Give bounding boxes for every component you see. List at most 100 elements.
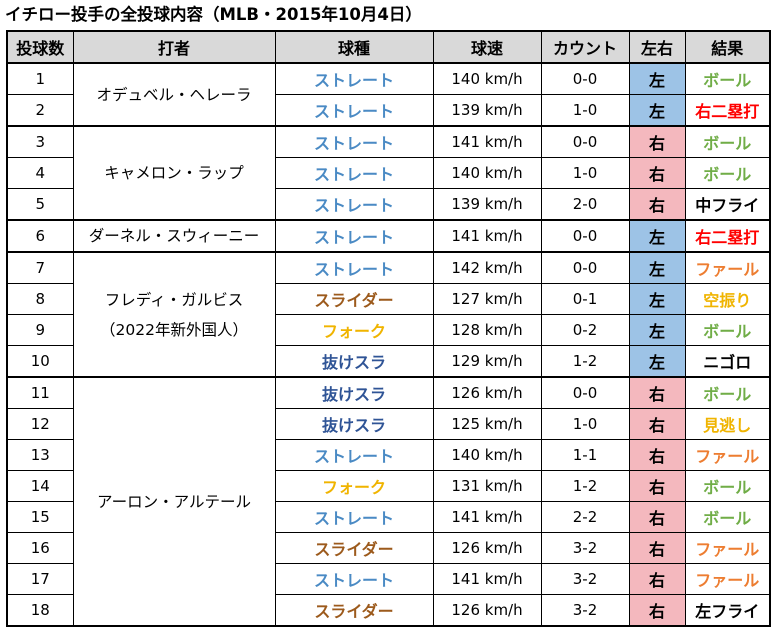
result-cell: ニゴロ xyxy=(684,345,771,378)
pitch-type-cell: フォーク xyxy=(274,470,434,502)
count-cell: 3-2 xyxy=(540,594,630,627)
count-cell: 0-0 xyxy=(540,125,630,158)
batter-hand-cell: 左 xyxy=(628,345,686,378)
pitch-number-cell: 4 xyxy=(6,157,74,189)
header-batter-hand: 左右 xyxy=(628,30,686,64)
table-header-row: 投球数 打者 球種 球速 カウント 左右 結果 xyxy=(6,30,771,64)
speed-cell: 141 km/h xyxy=(432,501,542,533)
batter-hand-cell: 右 xyxy=(628,563,686,595)
speed-cell: 139 km/h xyxy=(432,94,542,127)
batter-hand-cell: 右 xyxy=(628,470,686,502)
count-cell: 1-0 xyxy=(540,157,630,189)
count-cell: 2-0 xyxy=(540,188,630,221)
result-cell: ボール xyxy=(684,470,771,502)
batter-hand-cell: 右 xyxy=(628,125,686,158)
result-cell: ボール xyxy=(684,314,771,346)
batter-cell: オデュベル・ヘレーラ xyxy=(72,62,276,127)
count-cell: 1-2 xyxy=(540,345,630,378)
batter-hand-cell: 左 xyxy=(628,283,686,315)
batter-cell: ダーネル・スウィーニー xyxy=(72,219,276,253)
header-pitch-type: 球種 xyxy=(274,30,434,64)
pitch-number-cell: 13 xyxy=(6,439,74,471)
pitch-type-cell: ストレート xyxy=(274,188,434,221)
speed-cell: 141 km/h xyxy=(432,219,542,253)
speed-cell: 140 km/h xyxy=(432,157,542,189)
pitch-type-cell: ストレート xyxy=(274,563,434,595)
speed-cell: 139 km/h xyxy=(432,188,542,221)
count-cell: 0-0 xyxy=(540,376,630,409)
result-cell: 左フライ xyxy=(684,594,771,627)
batter-cell: アーロン・アルテール xyxy=(72,376,276,627)
pitch-number-cell: 6 xyxy=(6,219,74,253)
result-cell: ファール xyxy=(684,251,771,284)
pitch-type-cell: 抜けスラ xyxy=(274,408,434,440)
count-cell: 1-1 xyxy=(540,439,630,471)
result-cell: 中フライ xyxy=(684,188,771,221)
pitch-number-cell: 17 xyxy=(6,563,74,595)
batter-name-line: （2022年新外国人） xyxy=(100,320,248,339)
pitch-type-cell: ストレート xyxy=(274,62,434,95)
header-count: カウント xyxy=(540,30,630,64)
pitch-type-cell: ストレート xyxy=(274,439,434,471)
table-row: 10 抜けスラ 129 km/h 1-2 左ニゴロ xyxy=(6,345,771,378)
table-row: 16 スライダー 126 km/h 3-2 右ファール xyxy=(6,532,771,564)
pitch-type-cell: ストレート xyxy=(274,251,434,284)
speed-cell: 140 km/h xyxy=(432,62,542,95)
pitch-table-body: 1 オデュベル・ヘレーラ ストレート 140 km/h 0-0 左ボール 2 ストレート 139… xyxy=(6,62,771,627)
count-cell: 0-2 xyxy=(540,314,630,346)
table-row: 3 キャメロン・ラップ ストレート 141 km/h 0-0 右ボール xyxy=(6,125,771,221)
pitch-type-cell: スライダー xyxy=(274,283,434,315)
pitch-type-cell: フォーク xyxy=(274,314,434,346)
table-row: 2 ストレート 139 km/h 1-0 左右二塁打 xyxy=(6,94,771,127)
pitch-type-cell: ストレート xyxy=(274,219,434,253)
batter-hand-cell: 右 xyxy=(628,532,686,564)
speed-cell: 126 km/h xyxy=(432,376,542,409)
batter-hand-cell: 右 xyxy=(628,188,686,221)
batter-hand-cell: 右 xyxy=(628,594,686,627)
result-cell: 空振り xyxy=(684,283,771,315)
batter-name-line: オデュベル・ヘレーラ xyxy=(96,85,252,104)
batter-name-line: キャメロン・ラップ xyxy=(104,164,244,182)
count-cell: 0-0 xyxy=(540,62,630,95)
count-cell: 0-0 xyxy=(540,219,630,253)
result-cell: 見逃し xyxy=(684,408,771,440)
pitch-type-cell: スライダー xyxy=(274,594,434,627)
table-row: 4 ストレート 140 km/h 1-0 右ボール xyxy=(6,157,771,189)
pitch-table: 投球数 打者 球種 球速 カウント 左右 結果 1 オデュベル・ヘレーラ ストレート… xyxy=(6,30,771,627)
pitch-type-cell: ストレート xyxy=(274,125,434,158)
pitch-number-cell: 2 xyxy=(6,94,74,127)
page-title: イチロー投手の全投球内容（MLB・2015年10月4日） xyxy=(5,5,422,24)
header-speed: 球速 xyxy=(432,30,542,64)
table-row: 8 スライダー 127 km/h 0-1 左空振り xyxy=(6,283,771,315)
count-cell: 0-0 xyxy=(540,251,630,284)
count-cell: 2-2 xyxy=(540,501,630,533)
table-row: 7 フレディ・ガルビス （2022年新外国人） ストレート 142 km/h 0-0 左ファ… xyxy=(6,251,771,378)
table-row: 12 抜けスラ 125 km/h 1-0 右見逃し xyxy=(6,408,771,440)
batter-hand-cell: 左 xyxy=(628,314,686,346)
speed-cell: 128 km/h xyxy=(432,314,542,346)
pitch-type-cell: ストレート xyxy=(274,501,434,533)
speed-cell: 141 km/h xyxy=(432,563,542,595)
batter-hand-cell: 右 xyxy=(628,376,686,409)
batter-hand-cell: 右 xyxy=(628,439,686,471)
table-row: 1 オデュベル・ヘレーラ ストレート 140 km/h 0-0 左ボール xyxy=(6,62,771,127)
speed-cell: 141 km/h xyxy=(432,125,542,158)
count-cell: 1-2 xyxy=(540,470,630,502)
result-cell: ボール xyxy=(684,376,771,409)
result-cell: 右二塁打 xyxy=(684,94,771,127)
pitch-number-cell: 16 xyxy=(6,532,74,564)
pitch-type-cell: ストレート xyxy=(274,94,434,127)
result-cell: ファール xyxy=(684,532,771,564)
speed-cell: 140 km/h xyxy=(432,439,542,471)
table-row: 6 ダーネル・スウィーニー ストレート 141 km/h 0-0 左右二塁打 xyxy=(6,219,771,253)
batter-cell: キャメロン・ラップ xyxy=(72,125,276,221)
result-cell: 右二塁打 xyxy=(684,219,771,253)
batter-hand-cell: 右 xyxy=(628,408,686,440)
count-cell: 3-2 xyxy=(540,563,630,595)
batter-hand-cell: 左 xyxy=(628,219,686,253)
table-row: 9 フォーク 128 km/h 0-2 左ボール xyxy=(6,314,771,346)
batter-hand-cell: 右 xyxy=(628,501,686,533)
result-cell: ファール xyxy=(684,563,771,595)
table-row: 5 ストレート 139 km/h 2-0 右中フライ xyxy=(6,188,771,221)
result-cell: ボール xyxy=(684,157,771,189)
